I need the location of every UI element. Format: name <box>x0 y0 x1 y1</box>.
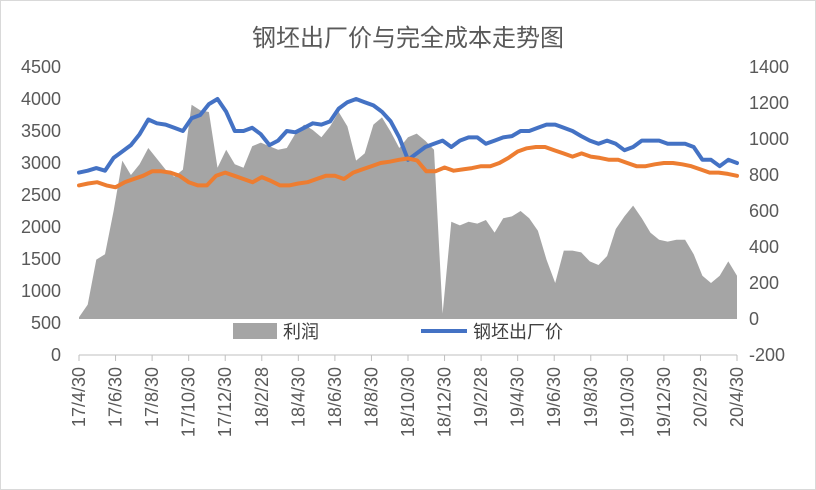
legend: 利润 钢坯出厂价 <box>233 322 563 343</box>
x-tick-label: 17/10/30 <box>179 367 199 437</box>
x-tick-label: 18/2/28 <box>252 367 272 427</box>
legend-profit-label: 利润 <box>283 322 319 343</box>
right-axis-tick-label: 1200 <box>749 93 789 113</box>
x-tick-label: 17/12/30 <box>215 367 235 437</box>
x-tick-label: 20/2/29 <box>690 367 710 427</box>
price-line-layer <box>77 97 739 190</box>
left-axis-tick-label: 1500 <box>21 249 61 269</box>
profit-area-layer <box>79 104 737 319</box>
right-axis-tick-label: 1000 <box>749 129 789 149</box>
x-tick-label: 18/6/30 <box>325 367 345 427</box>
x-tick-label: 17/8/30 <box>142 367 162 427</box>
x-tick-label: 19/6/30 <box>544 367 564 427</box>
left-axis-tick-label: 2000 <box>21 217 61 237</box>
x-tick-label: 19/2/28 <box>471 367 491 427</box>
x-tick-label: 18/8/30 <box>361 367 381 427</box>
left-axis-tick-label: 3000 <box>21 153 61 173</box>
axis-layer: 17/4/30 17/6/30 17/8/30 17/10/30 17/12/30 18/… <box>21 57 789 437</box>
left-axis-tick-label: 2500 <box>21 185 61 205</box>
left-axis-tick-label: 1000 <box>21 281 61 301</box>
x-tick-label: 19/8/30 <box>581 367 601 427</box>
x-tick-label: 19/10/30 <box>617 367 637 437</box>
x-tick-label: 18/12/30 <box>435 367 455 437</box>
right-axis-tick-label: 600 <box>749 201 779 221</box>
billet-price-line <box>77 97 739 175</box>
x-tick-label: 18/4/30 <box>288 367 308 427</box>
left-axis-tick-label: 0 <box>51 345 61 365</box>
right-axis-tick-label: 1400 <box>749 57 789 77</box>
x-tick-label: 19/12/30 <box>654 367 674 437</box>
right-axis-tick-label: 200 <box>749 273 779 293</box>
left-axis-tick-label: 4000 <box>21 89 61 109</box>
x-tick-label: 18/10/30 <box>398 367 418 437</box>
right-axis-tick-label: 0 <box>749 309 759 329</box>
left-axis-tick-label: 3500 <box>21 121 61 141</box>
chart-title: 钢坯出厂价与完全成本走势图 <box>252 24 564 52</box>
left-axis-tick-label: 500 <box>31 313 61 333</box>
x-tick-label: 17/4/30 <box>69 367 89 427</box>
x-tick-label: 17/6/30 <box>106 367 126 427</box>
right-axis-tick-label: 400 <box>749 237 779 257</box>
right-axis-tick-label: -200 <box>749 345 785 365</box>
x-tick-label: 20/4/30 <box>727 367 747 427</box>
cost-line <box>77 145 739 190</box>
right-axis-tick-label: 800 <box>749 165 779 185</box>
legend-price-label: 钢坯出厂价 <box>473 322 563 343</box>
x-tick-label: 19/4/30 <box>508 367 528 427</box>
profit-area <box>79 104 737 319</box>
legend-profit-swatch <box>233 323 277 339</box>
left-axis-tick-label: 4500 <box>21 57 61 77</box>
